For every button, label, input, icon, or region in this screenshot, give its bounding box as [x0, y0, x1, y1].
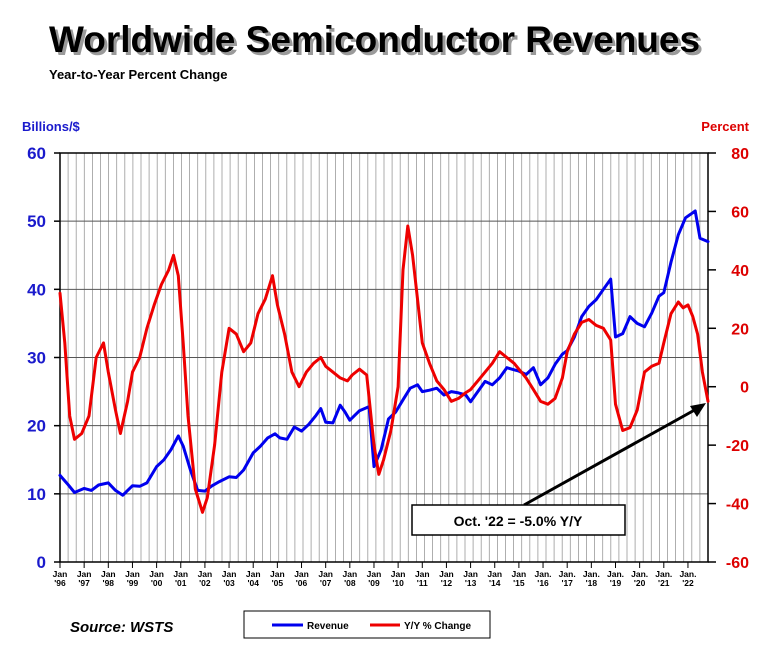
chart-subtitle: Year-to-Year Percent Change	[49, 67, 227, 82]
right-tick-label: -40	[726, 497, 749, 514]
x-tick-label-year: '05	[272, 578, 284, 588]
x-tick-label-year: '08	[344, 578, 356, 588]
x-tick-label-year: '98	[103, 578, 115, 588]
x-tick-label-month: Jan	[367, 569, 382, 579]
revenue-line	[58, 209, 710, 497]
annotation: Oct. '22 = -5.0% Y/Y	[411, 403, 706, 536]
x-tick-label-year: '97	[78, 578, 90, 588]
x-tick-label-year: '22	[682, 578, 694, 588]
x-tick-label-year: '16	[537, 578, 549, 588]
left-tick-label: 0	[37, 553, 46, 572]
x-tick-label-year: '04	[247, 578, 259, 588]
x-tick-label-month: Jan	[270, 569, 285, 579]
x-tick-label-year: '96	[54, 578, 66, 588]
right-tick-label: 0	[740, 380, 749, 397]
x-tick-label-year: '21	[658, 578, 670, 588]
x-tick-label-month: Jan	[149, 569, 164, 579]
x-tick-label-month: Jan	[342, 569, 357, 579]
x-tick-label-year: '09	[368, 578, 380, 588]
x-tick-label-month: Jan	[101, 569, 116, 579]
x-tick-label-month: Jan.	[631, 569, 648, 579]
x-tick-label-year: '02	[199, 578, 211, 588]
x-tick-label-month: Jan	[222, 569, 237, 579]
x-tick-label-year: '00	[151, 578, 163, 588]
x-tick-label-year: '17	[561, 578, 573, 588]
x-tick-label-year: '18	[586, 578, 598, 588]
x-tick-label-year: '12	[441, 578, 453, 588]
x-tick-label-year: '13	[465, 578, 477, 588]
x-tick-label-month: Jan	[415, 569, 430, 579]
left-tick-label: 30	[27, 349, 46, 368]
chart-title: Worldwide Semiconductor Revenues	[49, 19, 700, 60]
series-layer	[58, 209, 710, 514]
annotation-box	[411, 504, 626, 536]
horizontal-gridlines	[60, 220, 708, 495]
annotation-text: Oct. '22 = -5.0% Y/Y	[454, 513, 583, 529]
x-tick-label-year: '20	[634, 578, 646, 588]
x-tick-label-year: '19	[610, 578, 622, 588]
left-tick-label: 10	[27, 485, 46, 504]
right-axis: -60 -40 -20 0 20 40 60 80	[708, 146, 749, 572]
x-tick-label-month: Jan.	[607, 569, 624, 579]
right-tick-label: -60	[726, 555, 749, 572]
right-tick-label: 20	[731, 321, 749, 338]
x-tick-label-year: '06	[296, 578, 308, 588]
x-tick-label-month: Jan	[439, 569, 454, 579]
x-tick-label-year: '14	[489, 578, 501, 588]
right-tick-label: 40	[731, 263, 749, 280]
x-tick-label-month: Jan	[246, 569, 261, 579]
x-tick-label-month: Jan.	[559, 569, 576, 579]
x-tick-label-year: '99	[127, 578, 139, 588]
x-tick-label-month: Jan	[198, 569, 213, 579]
x-tick-label-year: '03	[223, 578, 235, 588]
right-axis-title: Percent	[701, 119, 749, 134]
x-tick-label-month: Jan	[487, 569, 502, 579]
right-tick-label: 80	[731, 146, 749, 163]
x-tick-label-month: Jan	[512, 569, 527, 579]
legend-label-yoy: Y/Y % Change	[404, 621, 471, 632]
x-tick-label-month: Jan.	[655, 569, 672, 579]
legend-label-revenue: Revenue	[307, 621, 349, 632]
x-tick-label-month: Jan	[173, 569, 188, 579]
x-tick-label-year: '07	[320, 578, 332, 588]
x-tick-label-year: '15	[513, 578, 525, 588]
left-tick-label: 40	[27, 280, 46, 299]
annotation-arrow	[523, 405, 701, 507]
x-tick-label-month: Jan	[125, 569, 140, 579]
x-axis: Jan'96Jan'97Jan'98Jan'99Jan'00Jan'01Jan'…	[53, 562, 696, 588]
x-tick-label-year: '01	[175, 578, 187, 588]
left-tick-label: 50	[27, 212, 46, 231]
x-tick-label-month: Jan	[77, 569, 92, 579]
annotation-arrowhead	[690, 403, 706, 417]
x-tick-label-month: Jan	[391, 569, 406, 579]
left-tick-label: 20	[27, 417, 46, 436]
x-tick-label-month: Jan	[53, 569, 68, 579]
x-tick-label-month: Jan.	[679, 569, 696, 579]
x-tick-label-month: Jan.	[583, 569, 600, 579]
chart-title-shadow: Worldwide Semiconductor Revenues	[52, 22, 703, 63]
x-tick-label-year: '10	[392, 578, 404, 588]
yoy-change-line	[58, 224, 710, 514]
legend: Revenue Y/Y % Change	[243, 610, 491, 639]
left-axis: 0 10 20 30 40 50 60	[27, 144, 60, 572]
right-tick-label: -20	[726, 438, 749, 455]
x-tick-label-month: Jan	[318, 569, 333, 579]
left-tick-label: 60	[27, 144, 46, 163]
x-tick-label-month: Jan.	[535, 569, 552, 579]
source-label: Source: WSTS	[70, 619, 173, 636]
right-tick-label: 60	[731, 204, 749, 221]
x-tick-label-month: Jan	[463, 569, 478, 579]
left-axis-title: Billions/$	[22, 119, 81, 134]
x-tick-label-year: '11	[417, 578, 428, 588]
x-tick-label-month: Jan	[294, 569, 309, 579]
